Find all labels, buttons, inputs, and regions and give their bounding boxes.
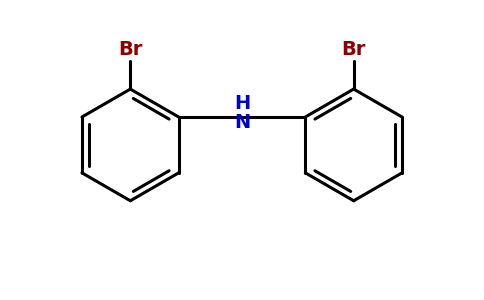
Text: Br: Br — [342, 40, 366, 58]
Text: Br: Br — [118, 40, 142, 58]
Text: H: H — [234, 94, 250, 113]
Text: N: N — [234, 113, 250, 132]
